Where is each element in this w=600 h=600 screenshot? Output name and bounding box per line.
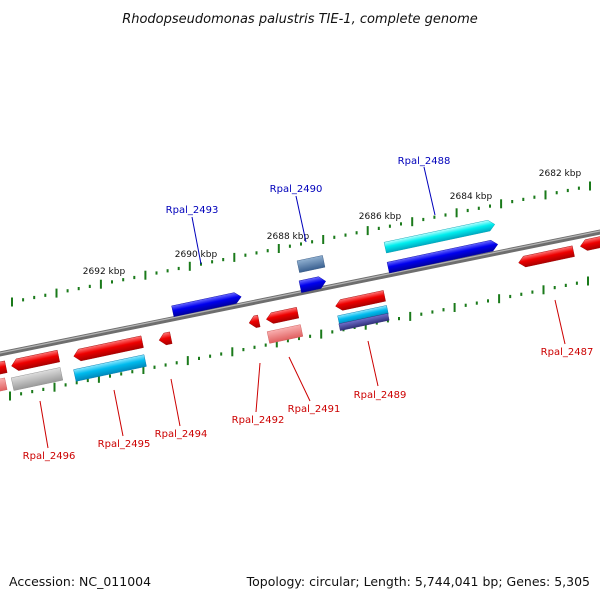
gene-label-rpal-2495[interactable]: Rpal_2495 [98,439,151,450]
outer-tick-track [11,181,591,307]
connector-rpal-2492 [255,362,261,413]
map-title: Rhodopseudomonas palustris TIE-1, comple… [122,12,478,27]
gene-label-rpal-2494[interactable]: Rpal_2494 [155,429,208,440]
gene-rpal-2495-red[interactable] [73,335,144,362]
gene-label-rpal-2487[interactable]: Rpal_2487 [541,347,594,358]
gene-rpal-2487-right[interactable] [579,234,600,251]
kbp-label-2688: 2688 kbp [267,232,310,242]
connector-rpal-2487 [554,299,566,345]
gene-label-rpal-2490[interactable]: Rpal_2490 [270,184,323,195]
gene-rpal-2488-inner[interactable] [386,239,499,274]
gene-label-rpal-2491[interactable]: Rpal_2491 [288,404,341,415]
connector-rpal-2496 [39,400,49,449]
kbp-label-2686: 2686 kbp [359,212,402,222]
gene-rpal-2490-outer[interactable] [296,255,326,273]
accession-text: Accession: NC_011004 [9,574,151,589]
gene-offscreen-left-pink[interactable] [0,377,8,393]
gene-label-rpal-2496[interactable]: Rpal_2496 [23,451,76,462]
gene-offscreen-left-red[interactable] [0,360,8,376]
kbp-label-2692: 2692 kbp [83,267,126,277]
label-connectors [39,166,566,449]
genome-backbone [0,229,600,357]
connector-rpal-2491 [288,356,311,402]
kbp-label-2682: 2682 kbp [539,169,582,179]
gene-rpal-2495-sky[interactable] [73,354,147,382]
gene-label-rpal-2488[interactable]: Rpal_2488 [398,156,451,167]
gene-rpal-2492[interactable] [248,314,261,329]
gene-rpal-2496-gray[interactable] [10,367,64,391]
kbp-label-2684: 2684 kbp [450,192,493,202]
gene-rpal-2489-sky[interactable] [337,305,389,325]
connector-rpal-2495 [113,389,124,437]
gene-rpal-2487-left[interactable] [517,245,575,268]
gene-rpal-2496-red[interactable] [10,349,60,372]
gene-rpal-2490-inner[interactable] [298,275,327,293]
connector-rpal-2488 [423,166,436,216]
gene-label-rpal-2492[interactable]: Rpal_2492 [232,415,285,426]
gene-rpal-2493[interactable] [171,291,243,317]
kbp-label-2690: 2690 kbp [175,250,218,260]
genome-summary-text: Topology: circular; Length: 5,744,041 bp… [246,574,590,589]
gene-rpal-2494[interactable] [158,331,173,346]
gene-rpal-2491-pink[interactable] [266,324,304,344]
connector-rpal-2493 [191,216,202,265]
gene-label-rpal-2489[interactable]: Rpal_2489 [354,390,407,401]
gene-rpal-2489-red[interactable] [334,290,386,311]
gene-rpal-2488-outer[interactable] [383,219,496,254]
connector-rpal-2489 [367,340,379,387]
genome-backbone-highlight [0,230,600,354]
connector-rpal-2490 [295,195,307,243]
gene-label-rpal-2493[interactable]: Rpal_2493 [166,205,219,216]
connector-rpal-2494 [170,378,181,427]
gene-rpal-2491-red[interactable] [265,307,300,324]
gene-rpal-2489-navy[interactable] [338,313,390,331]
